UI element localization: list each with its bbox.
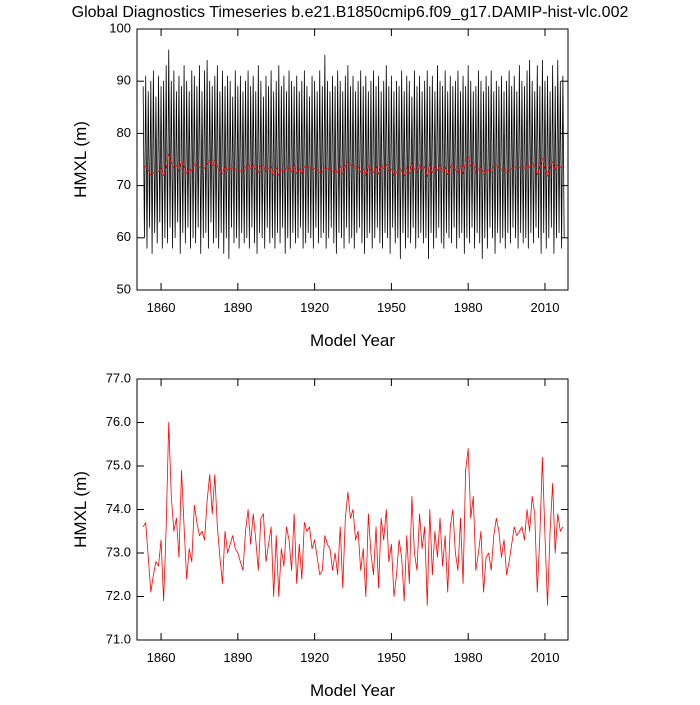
x-tick-label: 1950 bbox=[377, 650, 406, 665]
y-tick-label: 90 bbox=[117, 73, 131, 88]
y-tick-label: 73.0 bbox=[106, 544, 131, 559]
y-tick-label: 70 bbox=[117, 177, 131, 192]
x-tick-label: 1920 bbox=[300, 300, 329, 315]
y-axis-label: HMXL (m) bbox=[71, 471, 90, 548]
x-tick-label: 1860 bbox=[147, 650, 176, 665]
plot-frame bbox=[136, 28, 569, 291]
x-tick-label: 1980 bbox=[454, 300, 483, 315]
x-tick-label: 1890 bbox=[223, 300, 252, 315]
x-tick-label: 1950 bbox=[377, 300, 406, 315]
y-tick-label: 100 bbox=[109, 20, 131, 35]
y-axis-label: HMXL (m) bbox=[71, 121, 90, 198]
data-line bbox=[142, 49, 565, 260]
x-axis-label: Model Year bbox=[310, 331, 395, 350]
x-tick-label: 2010 bbox=[531, 650, 560, 665]
x-tick-label: 1980 bbox=[454, 650, 483, 665]
y-tick-label: 60 bbox=[117, 229, 131, 244]
y-tick-label: 71.0 bbox=[106, 631, 131, 646]
y-tick-label: 75.0 bbox=[106, 457, 131, 472]
y-tick-label: 74.0 bbox=[106, 501, 131, 516]
y-tick-label: 72.0 bbox=[106, 588, 131, 603]
y-tick-label: 50 bbox=[117, 281, 131, 296]
plot-frame bbox=[136, 378, 569, 641]
y-tick-label: 77.0 bbox=[106, 370, 131, 385]
data-line bbox=[143, 153, 563, 177]
x-axis-label: Model Year bbox=[310, 681, 395, 700]
x-tick-label: 1860 bbox=[147, 300, 176, 315]
x-tick-label: 1890 bbox=[223, 650, 252, 665]
y-tick-label: 80 bbox=[117, 125, 131, 140]
x-tick-label: 2010 bbox=[531, 300, 560, 315]
chart-title: Global Diagnostics Timeseries b.e21.B185… bbox=[72, 4, 629, 21]
y-tick-label: 76.0 bbox=[106, 414, 131, 429]
x-tick-label: 1920 bbox=[300, 650, 329, 665]
data-line bbox=[142, 422, 564, 606]
